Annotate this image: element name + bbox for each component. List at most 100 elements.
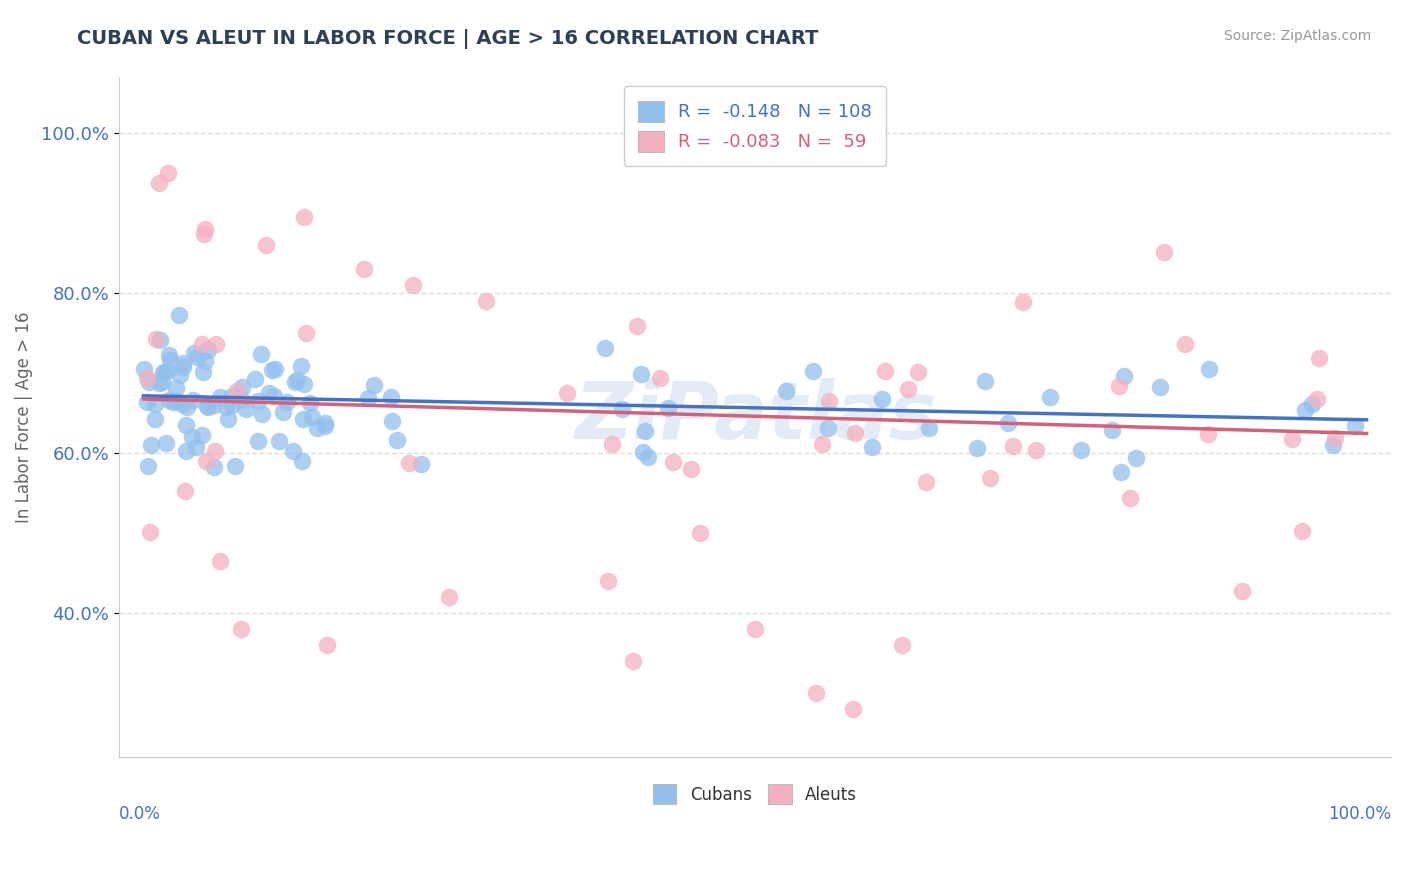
Point (914, 475, 936, 489)
Point (246, 393, 269, 408)
Point (262, 362, 284, 376)
Point (157, 392, 180, 407)
Point (291, 412, 314, 426)
Point (217, 412, 239, 426)
Point (269, 434, 291, 449)
Point (285, 373, 308, 387)
Point (259, 385, 281, 400)
Point (810, 437, 832, 451)
Legend: Cubans, Aleuts: Cubans, Aleuts (647, 778, 863, 810)
Point (271, 405, 294, 419)
Point (385, 434, 408, 448)
Point (180, 430, 202, 444)
Point (1025, 442, 1047, 457)
Point (157, 348, 180, 362)
Point (135, 395, 157, 409)
Point (284, 375, 307, 389)
Point (363, 377, 385, 392)
Point (141, 438, 163, 452)
Point (134, 361, 156, 376)
Point (290, 359, 312, 373)
Point (221, 389, 243, 403)
Point (353, 262, 375, 277)
Point (475, 294, 498, 309)
Point (1301, 397, 1323, 411)
Point (817, 421, 839, 435)
Point (907, 365, 929, 379)
Point (174, 444, 197, 458)
Point (193, 227, 215, 242)
Point (314, 417, 336, 431)
Point (801, 364, 824, 378)
Point (208, 554, 231, 568)
Point (630, 367, 652, 381)
Point (152, 375, 174, 389)
Point (1153, 245, 1175, 260)
Point (135, 371, 157, 385)
Point (689, 525, 711, 540)
Point (1119, 491, 1142, 505)
Point (381, 414, 404, 428)
Point (621, 654, 644, 668)
Point (307, 421, 329, 435)
Point (215, 400, 238, 414)
Point (1294, 402, 1316, 417)
Point (681, 462, 703, 476)
Point (1108, 379, 1130, 393)
Point (250, 347, 273, 361)
Point (197, 400, 219, 414)
Point (224, 458, 246, 473)
Point (314, 419, 336, 434)
Point (744, 623, 766, 637)
Point (1112, 368, 1135, 383)
Text: 0.0%: 0.0% (120, 805, 160, 823)
Point (997, 416, 1019, 430)
Point (657, 401, 679, 415)
Point (167, 309, 190, 323)
Point (610, 401, 633, 416)
Point (169, 368, 191, 382)
Point (155, 436, 177, 450)
Point (181, 392, 204, 407)
Point (172, 355, 194, 369)
Point (183, 345, 205, 359)
Point (598, 574, 620, 589)
Point (593, 342, 616, 356)
Point (1306, 392, 1329, 407)
Point (966, 442, 988, 456)
Point (661, 454, 683, 468)
Point (439, 591, 461, 605)
Point (291, 454, 314, 468)
Point (1001, 439, 1024, 453)
Point (1308, 351, 1330, 366)
Text: 100.0%: 100.0% (1329, 805, 1391, 823)
Point (637, 450, 659, 465)
Point (148, 176, 170, 190)
Point (170, 397, 193, 411)
Point (842, 702, 865, 716)
Point (918, 421, 941, 435)
Point (409, 457, 432, 471)
Point (221, 398, 243, 412)
Point (231, 392, 253, 407)
Point (872, 392, 894, 406)
Point (600, 437, 623, 451)
Text: Source: ZipAtlas.com: Source: ZipAtlas.com (1223, 29, 1371, 43)
Point (162, 395, 184, 409)
Point (174, 417, 197, 432)
Point (165, 393, 187, 408)
Point (194, 353, 217, 368)
Point (979, 471, 1001, 485)
Point (818, 393, 841, 408)
Point (1281, 432, 1303, 446)
Point (191, 365, 214, 379)
Point (263, 389, 285, 403)
Point (264, 362, 287, 376)
Y-axis label: In Labor Force | Age > 16: In Labor Force | Age > 16 (15, 311, 32, 524)
Point (152, 366, 174, 380)
Point (149, 333, 172, 347)
Point (143, 412, 166, 426)
Point (775, 384, 797, 398)
Point (246, 434, 269, 448)
Point (357, 391, 380, 405)
